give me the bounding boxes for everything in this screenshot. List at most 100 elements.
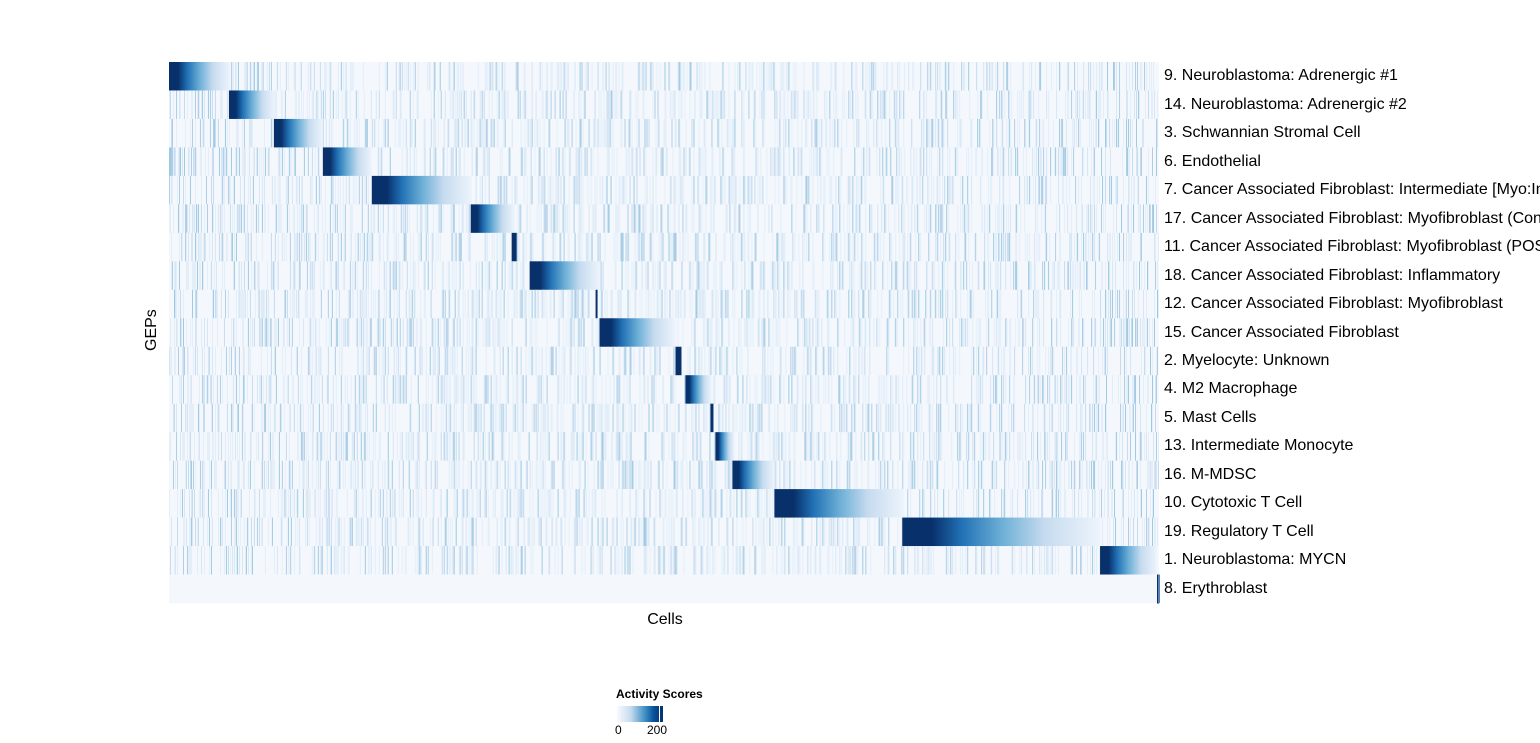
cell-streak: [239, 175, 241, 205]
cell-streak: [203, 232, 205, 262]
cell-streak: [181, 232, 183, 262]
cell-streak: [1029, 232, 1031, 262]
cell-streak: [1094, 232, 1096, 262]
cell-streak: [499, 289, 501, 319]
cell-streak: [400, 375, 402, 405]
cell-streak: [622, 403, 624, 433]
cell-streak: [1000, 147, 1002, 177]
cell-streak: [1131, 232, 1133, 262]
cell-streak: [242, 289, 244, 319]
cell-streak: [1105, 261, 1107, 291]
cell-streak: [672, 147, 674, 177]
cell-streak: [757, 147, 759, 177]
cell-streak: [668, 62, 670, 91]
cell-streak: [687, 232, 689, 262]
cell-streak: [238, 147, 240, 177]
cell-streak: [707, 318, 709, 348]
cell-streak: [912, 289, 914, 319]
cell-streak: [942, 175, 944, 205]
cell-streak: [917, 375, 919, 405]
cell-streak: [557, 432, 559, 462]
cell-streak: [937, 118, 939, 148]
cell-streak: [255, 232, 257, 262]
cell-streak: [405, 346, 407, 376]
cell-streak: [1092, 318, 1094, 348]
cell-streak: [592, 375, 594, 405]
cell-streak: [293, 62, 295, 91]
cell-streak: [1065, 90, 1067, 120]
cell-streak: [179, 90, 181, 120]
cell-streak: [684, 375, 686, 405]
cell-streak: [580, 204, 582, 234]
cell-streak: [418, 346, 420, 376]
cell-streak: [698, 62, 700, 91]
cell-streak: [984, 204, 986, 234]
cell-streak: [958, 232, 960, 262]
cell-streak: [388, 403, 390, 433]
cell-streak: [851, 62, 853, 91]
cell-streak: [355, 318, 357, 348]
cell-streak: [512, 375, 514, 405]
cell-streak: [576, 147, 578, 177]
cell-streak: [244, 432, 246, 462]
cell-streak: [389, 261, 391, 291]
cell-streak: [672, 432, 674, 462]
cell-streak: [408, 460, 410, 490]
cell-streak: [1057, 375, 1059, 405]
cell-streak: [566, 375, 568, 405]
cell-streak: [573, 403, 575, 433]
cell-streak: [815, 346, 817, 376]
cell-streak: [313, 204, 315, 234]
cell-streak: [1028, 261, 1030, 291]
cell-streak: [178, 232, 180, 262]
cell-streak: [995, 261, 997, 291]
cell-streak: [1114, 232, 1116, 262]
cell-streak: [1013, 375, 1015, 405]
cell-streak: [190, 147, 192, 177]
cell-streak: [1019, 90, 1021, 120]
cell-streak: [1137, 175, 1139, 205]
cell-streak: [864, 175, 866, 205]
cell-streak: [1087, 147, 1089, 177]
cell-streak: [937, 175, 939, 205]
cell-streak: [626, 147, 628, 177]
cell-streak: [693, 204, 695, 234]
cell-streak: [402, 204, 404, 234]
cell-streak: [973, 346, 975, 376]
cell-streak: [791, 118, 793, 148]
cell-streak: [817, 175, 819, 205]
cell-streak: [223, 175, 225, 205]
cell-streak: [1081, 289, 1083, 319]
cell-streak: [788, 375, 790, 405]
cell-streak: [442, 261, 444, 291]
cell-streak: [482, 147, 484, 177]
cell-streak: [496, 261, 498, 291]
cell-streak: [1005, 261, 1007, 291]
cell-streak: [983, 346, 985, 376]
cell-streak: [440, 90, 442, 120]
cell-streak: [352, 261, 354, 291]
cell-streak: [949, 318, 951, 348]
cell-streak: [257, 261, 259, 291]
cell-streak: [393, 232, 395, 262]
cell-streak: [921, 346, 923, 376]
cell-streak: [246, 204, 248, 234]
cell-streak: [417, 375, 419, 405]
cell-streak: [453, 403, 455, 433]
cell-streak: [422, 403, 424, 433]
cell-streak: [226, 232, 228, 262]
cell-streak: [191, 232, 193, 262]
cell-streak: [1016, 232, 1018, 262]
cell-streak: [1036, 147, 1038, 177]
cell-streak: [411, 289, 413, 319]
cell-streak: [331, 289, 333, 319]
cell-streak: [1070, 346, 1072, 376]
cell-streak: [751, 175, 753, 205]
cell-streak: [1082, 403, 1084, 433]
cell-streak: [659, 346, 661, 376]
peak-block: [470, 204, 515, 234]
cell-streak: [1001, 118, 1003, 148]
cell-streak: [700, 289, 702, 319]
cell-streak: [258, 318, 260, 348]
cell-streak: [642, 90, 644, 120]
